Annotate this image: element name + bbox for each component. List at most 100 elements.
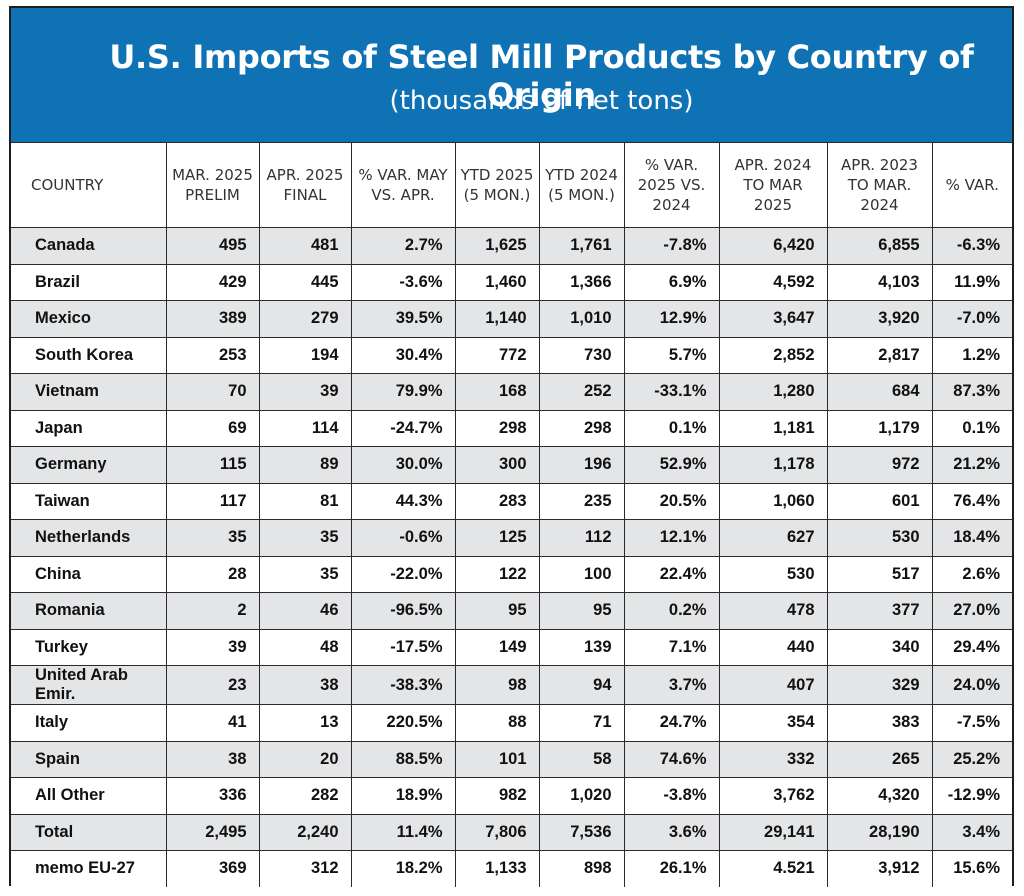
value-cell: 88.5% bbox=[350, 740, 456, 778]
value-cell: 46 bbox=[258, 592, 352, 630]
value-cell: 3,920 bbox=[826, 300, 933, 338]
value-cell: 478 bbox=[718, 592, 828, 630]
value-cell: 3,647 bbox=[718, 300, 828, 338]
table-row: Taiwan 117 81 44.3% 283 235 20.5% 1,060 601 76.4% bbox=[11, 482, 1012, 520]
value-cell: 58 bbox=[538, 740, 625, 778]
value-cell: 24.7% bbox=[623, 704, 720, 742]
value-cell: 383 bbox=[826, 704, 933, 742]
column-header: YTD 2024 (5 MON.) bbox=[538, 142, 625, 228]
value-cell: 30.0% bbox=[350, 446, 456, 484]
value-cell: 95 bbox=[538, 592, 625, 630]
value-cell: 76.4% bbox=[931, 482, 1012, 520]
value-cell: 28 bbox=[165, 555, 260, 593]
title-banner: U.S. Imports of Steel Mill Products by C… bbox=[11, 8, 1012, 142]
value-cell: 282 bbox=[258, 777, 352, 815]
country-cell: Romania bbox=[11, 592, 167, 630]
value-cell: 3.4% bbox=[931, 813, 1012, 851]
value-cell: 114 bbox=[258, 409, 352, 447]
value-cell: 2 bbox=[165, 592, 260, 630]
table-row: All Other 336 282 18.9% 982 1,020 -3.8% 3,762 4,… bbox=[11, 777, 1012, 815]
value-cell: 94 bbox=[538, 665, 625, 705]
value-cell: 15.6% bbox=[931, 850, 1012, 887]
value-cell: 149 bbox=[454, 628, 540, 666]
value-cell: 35 bbox=[258, 519, 352, 557]
value-cell: 20.5% bbox=[623, 482, 720, 520]
value-cell: -3.8% bbox=[623, 777, 720, 815]
column-header: YTD 2025 (5 MON.) bbox=[454, 142, 540, 228]
value-cell: 3,912 bbox=[826, 850, 933, 887]
value-cell: 684 bbox=[826, 373, 933, 411]
value-cell: 18.2% bbox=[350, 850, 456, 887]
value-cell: 20 bbox=[258, 740, 352, 778]
value-cell: 81 bbox=[258, 482, 352, 520]
value-cell: 38 bbox=[165, 740, 260, 778]
value-cell: 18.4% bbox=[931, 519, 1012, 557]
value-cell: 4.521 bbox=[718, 850, 828, 887]
country-cell: All Other bbox=[11, 777, 167, 815]
table-row: Romania 2 46 -96.5% 95 95 0.2% 478 377 27.0% bbox=[11, 592, 1012, 630]
value-cell: 3.6% bbox=[623, 813, 720, 851]
value-cell: 407 bbox=[718, 665, 828, 705]
value-cell: 340 bbox=[826, 628, 933, 666]
country-cell: Netherlands bbox=[11, 519, 167, 557]
value-cell: 35 bbox=[165, 519, 260, 557]
value-cell: 95 bbox=[454, 592, 540, 630]
value-cell: -17.5% bbox=[350, 628, 456, 666]
value-cell: 2,495 bbox=[165, 813, 260, 851]
header-row: COUNTRY MAR. 2025 PRELIM APR. 2025 FINAL% … bbox=[11, 142, 1012, 228]
value-cell: 898 bbox=[538, 850, 625, 887]
table-title: U.S. Imports of Steel Mill Products by C… bbox=[109, 38, 974, 114]
country-cell: Total bbox=[11, 813, 167, 851]
table-row: United Arab Emir. 23 38 -38.3% 98 94 3.7% 407 32… bbox=[11, 665, 1012, 705]
value-cell: 2,817 bbox=[826, 336, 933, 374]
value-cell: 1,178 bbox=[718, 446, 828, 484]
column-header: % VAR. bbox=[931, 142, 1012, 228]
value-cell: 23 bbox=[165, 665, 260, 705]
table-row: Turkey 39 48 -17.5% 149 139 7.1% 440 340 29.4% bbox=[11, 628, 1012, 666]
column-header: APR. 2023 TO MAR. 2024 bbox=[826, 142, 933, 228]
value-cell: 220.5% bbox=[350, 704, 456, 742]
value-cell: 71 bbox=[538, 704, 625, 742]
value-cell: 13 bbox=[258, 704, 352, 742]
table-body: Canada 495 481 2.7% 1,625 1,761 -7.8% 6,420 6,85… bbox=[11, 227, 1012, 887]
value-cell: 29.4% bbox=[931, 628, 1012, 666]
value-cell: 24.0% bbox=[931, 665, 1012, 705]
value-cell: 369 bbox=[165, 850, 260, 887]
value-cell: 25.2% bbox=[931, 740, 1012, 778]
value-cell: 74.6% bbox=[623, 740, 720, 778]
value-cell: 1,179 bbox=[826, 409, 933, 447]
value-cell: 18.9% bbox=[350, 777, 456, 815]
value-cell: 495 bbox=[165, 227, 260, 265]
value-cell: 89 bbox=[258, 446, 352, 484]
value-cell: 22.4% bbox=[623, 555, 720, 593]
table-row: Germany 115 89 30.0% 300 196 52.9% 1,178 972 21.2… bbox=[11, 446, 1012, 484]
country-cell: Vietnam bbox=[11, 373, 167, 411]
table-row: Total 2,495 2,240 11.4% 7,806 7,536 3.6% 29,141… bbox=[11, 813, 1012, 851]
value-cell: 627 bbox=[718, 519, 828, 557]
value-cell: 30.4% bbox=[350, 336, 456, 374]
value-cell: 312 bbox=[258, 850, 352, 887]
value-cell: 35 bbox=[258, 555, 352, 593]
table-row: Brazil 429 445 -3.6% 1,460 1,366 6.9% 4,592 4,10… bbox=[11, 263, 1012, 301]
value-cell: 517 bbox=[826, 555, 933, 593]
value-cell: 7,806 bbox=[454, 813, 540, 851]
value-cell: 3.7% bbox=[623, 665, 720, 705]
value-cell: 1,140 bbox=[454, 300, 540, 338]
table-row: memo EU-27 369 312 18.2% 1,133 898 26.1% 4.521 3… bbox=[11, 850, 1012, 887]
value-cell: 481 bbox=[258, 227, 352, 265]
value-cell: 7.1% bbox=[623, 628, 720, 666]
table-row: Vietnam 70 39 79.9% 168 252 -33.1% 1,280 684 87.3… bbox=[11, 373, 1012, 411]
value-cell: 11.9% bbox=[931, 263, 1012, 301]
value-cell: 730 bbox=[538, 336, 625, 374]
country-cell: Brazil bbox=[11, 263, 167, 301]
value-cell: 530 bbox=[826, 519, 933, 557]
country-cell: China bbox=[11, 555, 167, 593]
table-row: Netherlands 35 35 -0.6% 125 112 12.1% 627 530 18.… bbox=[11, 519, 1012, 557]
value-cell: 39.5% bbox=[350, 300, 456, 338]
value-cell: 601 bbox=[826, 482, 933, 520]
value-cell: -96.5% bbox=[350, 592, 456, 630]
value-cell: 252 bbox=[538, 373, 625, 411]
value-cell: 98 bbox=[454, 665, 540, 705]
value-cell: 283 bbox=[454, 482, 540, 520]
value-cell: 389 bbox=[165, 300, 260, 338]
